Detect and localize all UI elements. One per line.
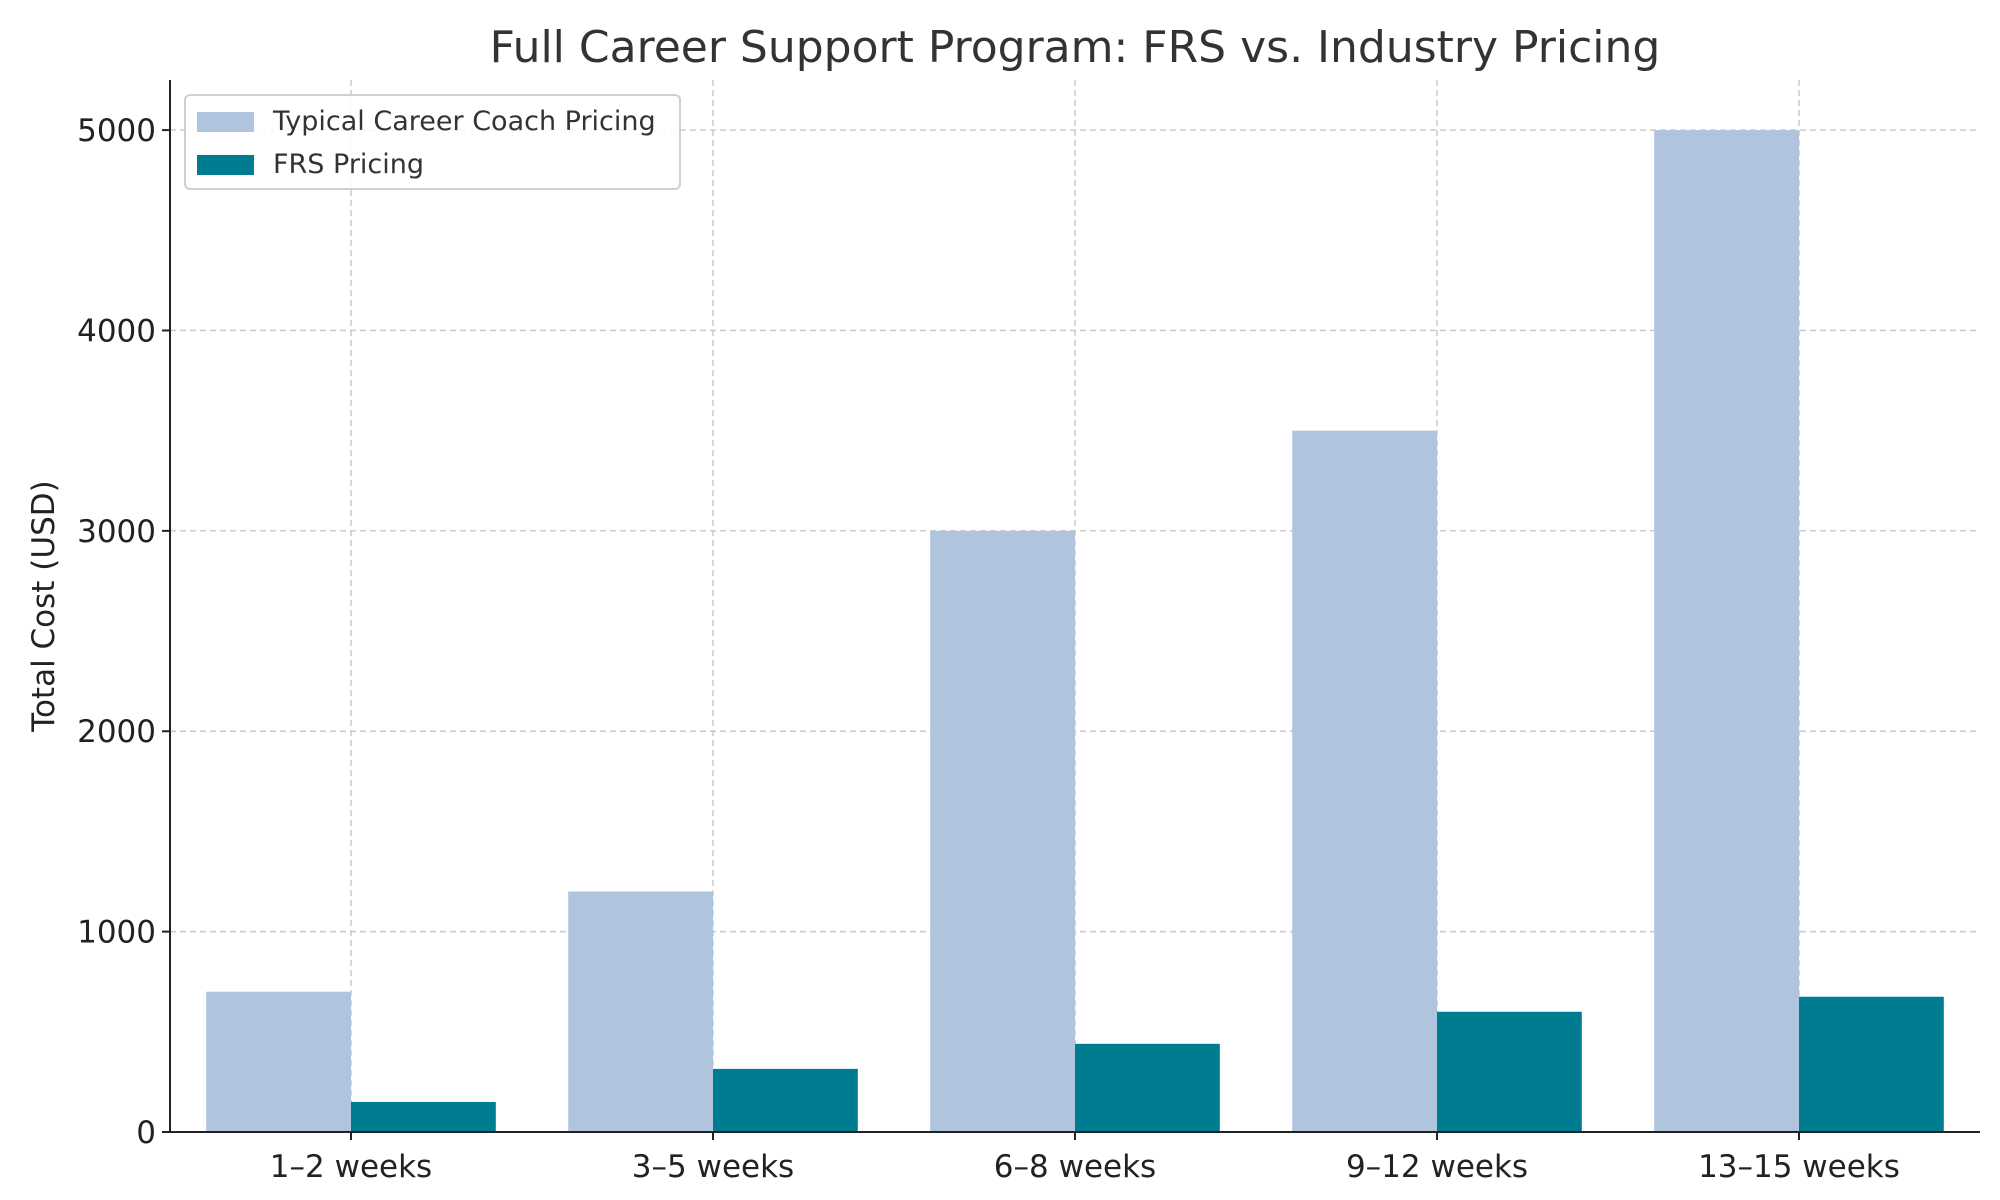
legend-label: FRS Pricing bbox=[273, 149, 424, 180]
bar bbox=[1292, 430, 1437, 1133]
legend-box bbox=[184, 94, 681, 190]
y-tick-label: 3000 bbox=[77, 514, 156, 550]
bar bbox=[351, 1101, 496, 1132]
chart-title: Full Career Support Program: FRS vs. Ind… bbox=[490, 22, 1661, 73]
legend: Typical Career Coach Pricing FRS Pricing bbox=[184, 94, 681, 190]
legend-label: Typical Career Coach Pricing bbox=[272, 106, 656, 137]
x-tick-label: 3–5 weeks bbox=[632, 1149, 794, 1185]
y-tick-labels: 0 1000 2000 3000 4000 5000 bbox=[77, 113, 170, 1151]
x-tick-label: 9–12 weeks bbox=[1346, 1149, 1528, 1185]
bar bbox=[930, 530, 1075, 1132]
bar bbox=[206, 991, 351, 1132]
bar bbox=[1799, 996, 1944, 1132]
x-tick-label: 13–15 weeks bbox=[1698, 1149, 1900, 1185]
bar-groups bbox=[206, 130, 1944, 1133]
y-tick-label: 4000 bbox=[77, 313, 156, 349]
bar bbox=[568, 891, 713, 1132]
y-tick-label: 5000 bbox=[77, 113, 156, 149]
x-tick-label: 1–2 weeks bbox=[270, 1149, 432, 1185]
bar bbox=[713, 1068, 858, 1132]
bar bbox=[1075, 1043, 1220, 1132]
bar bbox=[1654, 130, 1799, 1133]
y-axis-label: Total Cost (USD) bbox=[26, 480, 62, 732]
bar bbox=[1437, 1011, 1582, 1132]
y-tick-label: 2000 bbox=[77, 714, 156, 750]
y-tick-label: 1000 bbox=[77, 915, 156, 951]
x-tick-labels: 1–2 weeks 3–5 weeks 6–8 weeks 9–12 weeks 13–… bbox=[270, 1132, 1900, 1185]
x-tick-label: 6–8 weeks bbox=[994, 1149, 1156, 1185]
legend-swatch bbox=[197, 155, 254, 175]
y-tick-label: 0 bbox=[136, 1115, 156, 1151]
legend-swatch bbox=[197, 112, 254, 132]
